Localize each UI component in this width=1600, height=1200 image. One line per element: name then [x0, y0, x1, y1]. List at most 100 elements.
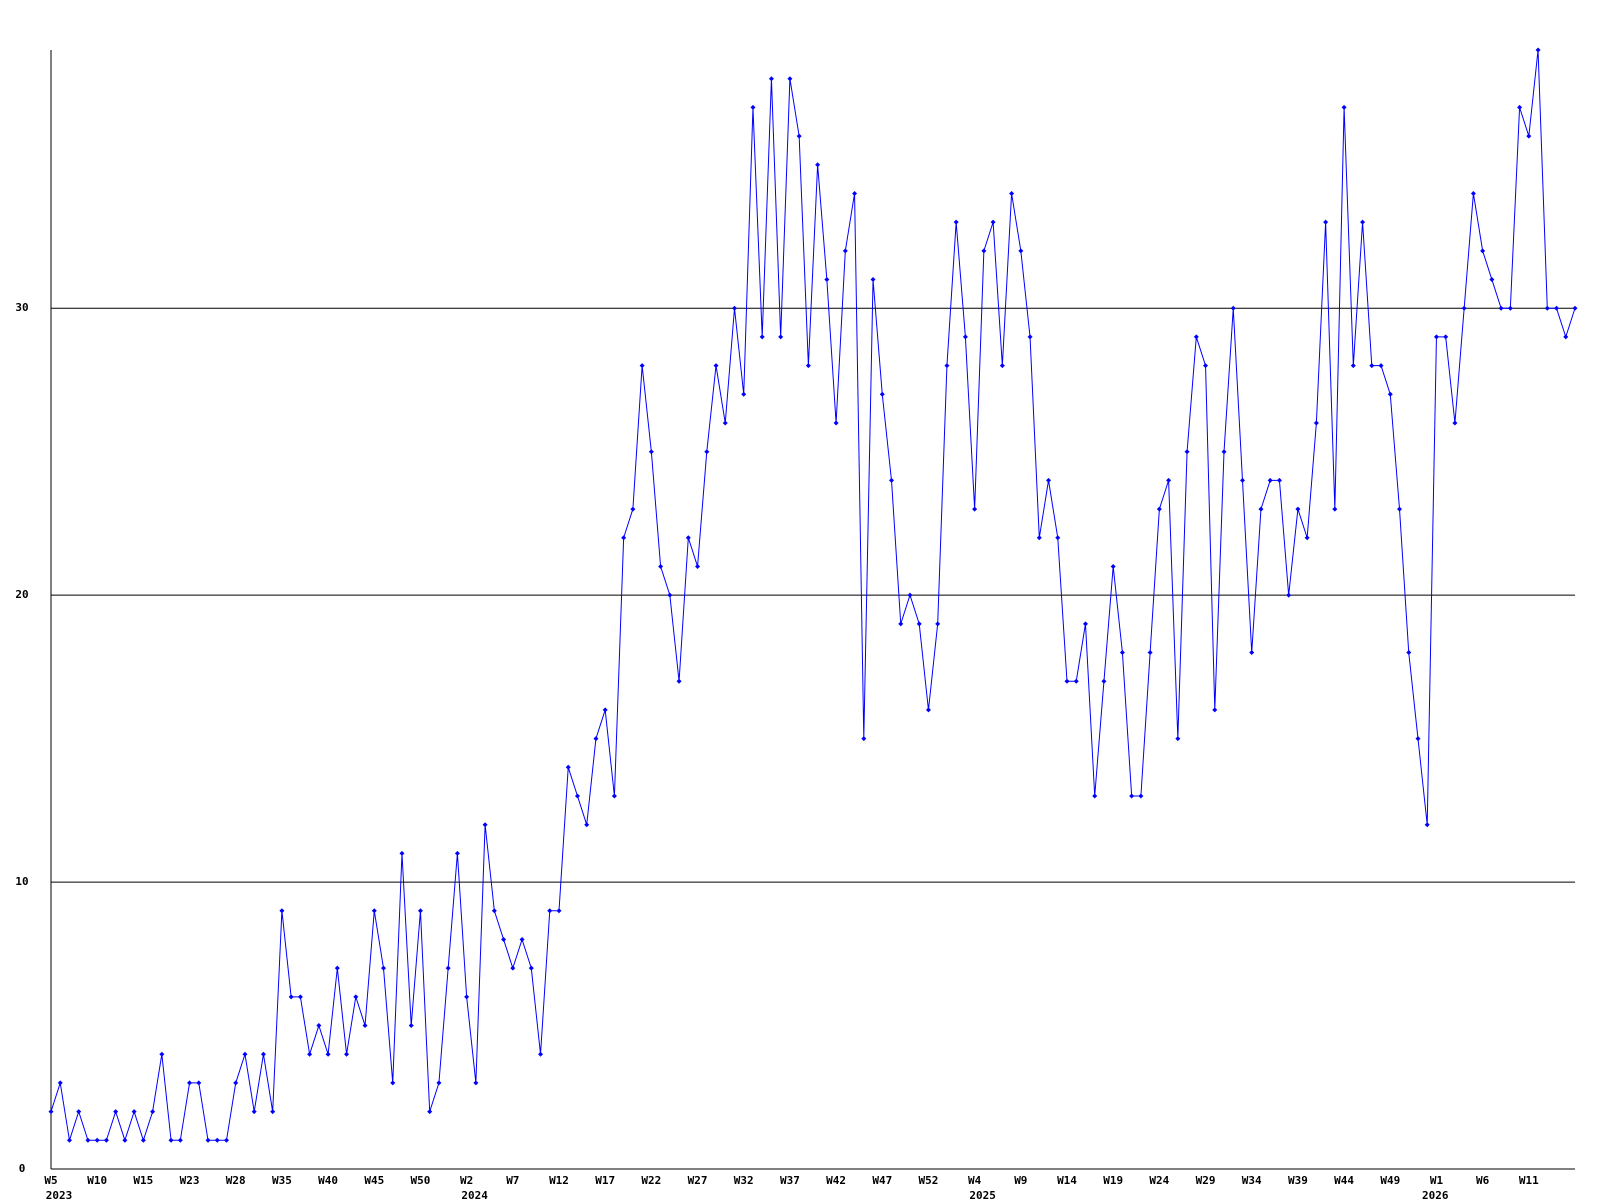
point-marker	[1369, 363, 1375, 369]
point-marker	[344, 1051, 350, 1057]
point-marker	[565, 764, 571, 770]
point-marker	[630, 506, 636, 512]
point-marker	[140, 1137, 146, 1143]
point-marker	[1184, 449, 1190, 455]
point-marker	[362, 1023, 368, 1029]
x-tick-label: W15	[133, 1174, 153, 1187]
point-marker	[131, 1109, 137, 1115]
point-marker	[1517, 104, 1523, 110]
point-marker	[1415, 736, 1421, 742]
point-marker	[639, 363, 645, 369]
point-marker	[704, 449, 710, 455]
point-marker	[381, 965, 387, 971]
x-tick-label: W42	[826, 1174, 846, 1187]
y-tick-label: 20	[15, 588, 28, 601]
x-tick-label: W22	[641, 1174, 661, 1187]
x-tick-label: W7	[506, 1174, 519, 1187]
point-marker	[371, 908, 377, 914]
point-marker	[1221, 449, 1227, 455]
x-tick-label: W49	[1380, 1174, 1400, 1187]
point-marker	[842, 248, 848, 254]
point-marker	[741, 391, 747, 397]
x-tick-label: W9	[1014, 1174, 1027, 1187]
point-marker	[214, 1137, 220, 1143]
point-marker	[1433, 334, 1439, 340]
point-marker	[898, 621, 904, 627]
point-marker	[972, 506, 978, 512]
point-marker	[574, 793, 580, 799]
point-marker	[602, 707, 608, 713]
point-marker	[76, 1109, 82, 1115]
point-marker	[796, 133, 802, 139]
point-marker	[260, 1051, 266, 1057]
y-tick-label: 10	[15, 875, 28, 888]
point-marker	[1313, 420, 1319, 426]
point-marker	[1507, 305, 1513, 311]
point-marker	[251, 1109, 257, 1115]
point-marker	[768, 76, 774, 82]
point-marker	[1239, 477, 1245, 483]
point-marker	[1267, 477, 1273, 483]
point-marker	[1119, 650, 1125, 656]
point-marker	[48, 1109, 54, 1115]
x-tick-label: W24	[1149, 1174, 1169, 1187]
point-marker	[685, 535, 691, 541]
y-tick-label: 30	[15, 301, 28, 314]
point-marker	[1055, 535, 1061, 541]
point-marker	[1443, 334, 1449, 340]
point-marker	[547, 908, 553, 914]
point-marker	[990, 219, 996, 225]
point-marker	[233, 1080, 239, 1086]
point-marker	[57, 1080, 63, 1086]
x-tick-label: W32	[734, 1174, 754, 1187]
point-marker	[999, 363, 1005, 369]
point-marker	[1387, 391, 1393, 397]
x-tick-label: W37	[780, 1174, 800, 1187]
point-marker	[1350, 363, 1356, 369]
point-marker	[1341, 104, 1347, 110]
point-marker	[1526, 133, 1532, 139]
point-marker	[667, 592, 673, 598]
point-marker	[1554, 305, 1560, 311]
point-marker	[1175, 736, 1181, 742]
point-marker	[1064, 678, 1070, 684]
point-marker	[731, 305, 737, 311]
point-marker	[436, 1080, 442, 1086]
point-marker	[953, 219, 959, 225]
point-marker	[528, 965, 534, 971]
x-tick-label: W28	[226, 1174, 246, 1187]
year-label: 2024	[461, 1189, 488, 1200]
point-marker	[824, 277, 830, 283]
point-marker	[1082, 621, 1088, 627]
point-marker	[556, 908, 562, 914]
year-label: 2023	[46, 1189, 73, 1200]
point-marker	[1156, 506, 1162, 512]
point-marker	[1406, 650, 1412, 656]
point-marker	[1323, 219, 1329, 225]
point-marker	[1092, 793, 1098, 799]
point-marker	[1535, 47, 1541, 53]
x-tick-label: W5	[44, 1174, 57, 1187]
point-marker	[307, 1051, 313, 1057]
point-marker	[1452, 420, 1458, 426]
point-marker	[1212, 707, 1218, 713]
point-marker	[935, 621, 941, 627]
x-tick-label: W4	[968, 1174, 982, 1187]
point-marker	[1332, 506, 1338, 512]
point-marker	[1489, 277, 1495, 283]
x-tick-label: W34	[1242, 1174, 1262, 1187]
point-marker	[1397, 506, 1403, 512]
point-marker	[1378, 363, 1384, 369]
point-marker	[1572, 305, 1578, 311]
point-marker	[417, 908, 423, 914]
point-marker	[1563, 334, 1569, 340]
point-marker	[833, 420, 839, 426]
point-marker	[325, 1051, 331, 1057]
point-marker	[334, 965, 340, 971]
point-marker	[103, 1137, 109, 1143]
point-marker	[593, 736, 599, 742]
point-marker	[1249, 650, 1255, 656]
point-marker	[445, 965, 451, 971]
x-tick-label: W44	[1334, 1174, 1354, 1187]
